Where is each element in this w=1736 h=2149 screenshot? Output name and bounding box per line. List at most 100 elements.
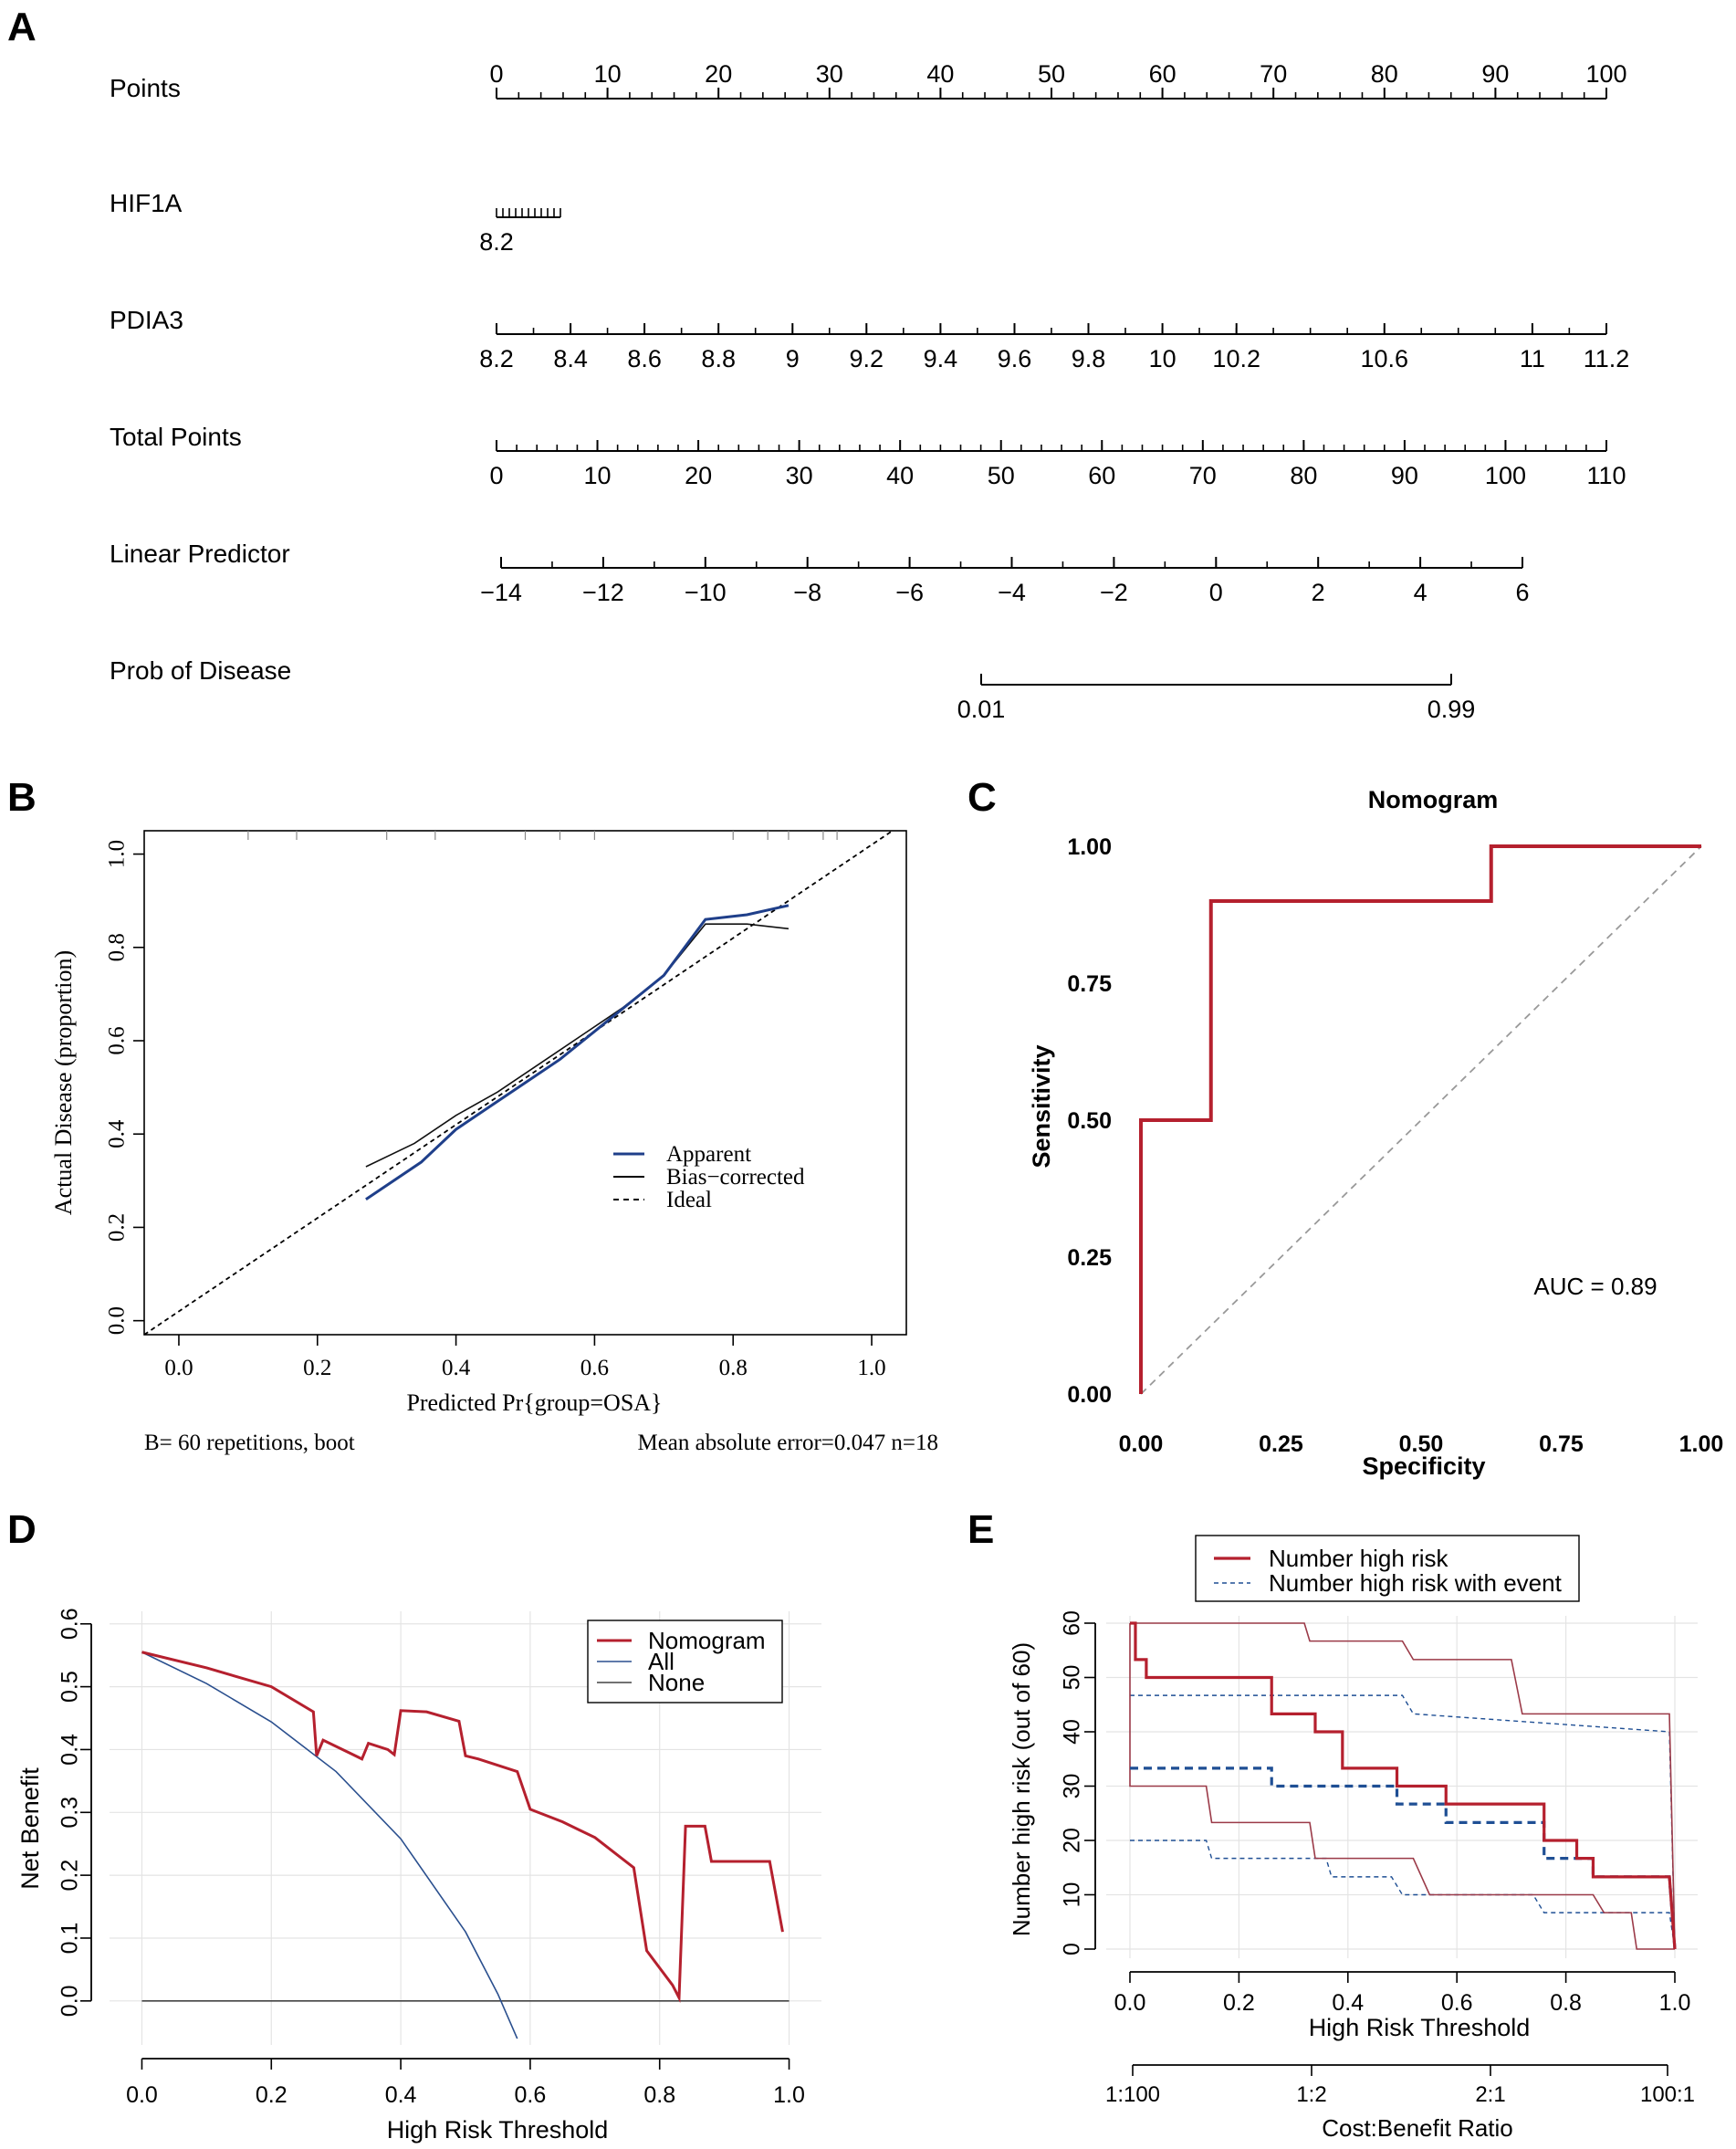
- panel-d-decision-curve: 0.0 0.2 0.4 0.6 0.8 1.0 0.0 0.1 0.2 0.3 0.4 0.5 0.6 N…: [16, 1608, 821, 2144]
- tick-label-total: 70: [1189, 462, 1217, 489]
- series-lower-with-event: [1130, 1840, 1676, 1950]
- tick-label-total: 100: [1485, 462, 1526, 489]
- x-axis-label: High Risk Threshold: [1309, 2014, 1531, 2041]
- x-tick-label: 0.4: [385, 2082, 417, 2108]
- tick-label-total: 90: [1391, 462, 1418, 489]
- tick-label-total: 50: [988, 462, 1015, 489]
- x-tick-label: 0.00: [1119, 1431, 1164, 1457]
- footnote-right: Mean absolute error=0.047 n=18: [637, 1431, 938, 1455]
- line-bias-corrected: [365, 923, 790, 1168]
- panel-e-clinical-impact: 0.0 0.2 0.4 0.6 0.8 1.0 High Risk Threshold 0 10…: [1008, 1535, 1698, 2142]
- tick-label-points: 90: [1481, 60, 1509, 88]
- x-tick-label: 0.6: [580, 1356, 609, 1380]
- tick-label-pdia3: 9: [786, 345, 800, 372]
- x-tick-label: 0.25: [1259, 1431, 1303, 1457]
- tick-label-hif1a: 8.2: [479, 228, 514, 256]
- y-tick-label: 50: [1060, 1665, 1085, 1691]
- cost-benefit-tick-label: 100:1: [1640, 2082, 1695, 2107]
- nomogram-label-hif1a: HIF1A: [110, 189, 183, 217]
- y-axis-label: Number high risk (out of 60): [1008, 1642, 1035, 1936]
- tick-label-linear: −14: [480, 579, 522, 606]
- tick-label-points: 40: [926, 60, 954, 88]
- x-tick-label: 0.2: [256, 2082, 288, 2108]
- legend-label: Number high risk with event: [1269, 1569, 1563, 1597]
- y-tick-label: 30: [1060, 1774, 1085, 1799]
- tick-label-linear: −10: [685, 579, 727, 606]
- panel-label-b: B: [7, 775, 37, 820]
- panel-label-e: E: [967, 1507, 994, 1552]
- x-tick-label: 0.2: [1223, 1990, 1255, 2016]
- legend-label: Number high risk: [1269, 1545, 1449, 1572]
- y-tick-label: 0.6: [58, 1608, 83, 1640]
- reference-diagonal: [1140, 845, 1702, 1395]
- tick-label-pdia3: 11.2: [1584, 345, 1630, 372]
- x-tick-label: 0.8: [719, 1356, 748, 1380]
- x-axis-label: Predicted Pr{group=OSA}: [406, 1389, 662, 1416]
- y-tick-label: 1.0: [105, 840, 130, 868]
- tick-label-linear: −2: [1100, 579, 1128, 606]
- legend-label: Nomogram: [648, 1627, 766, 1654]
- x-tick-label: 0.50: [1399, 1431, 1444, 1457]
- series-Number-high-risk: [1130, 1621, 1677, 1950]
- tick-label-pdia3: 9.8: [1072, 345, 1106, 372]
- series-upper-high-risk: [1130, 1622, 1676, 1950]
- x-tick-label: 1.0: [1659, 1990, 1691, 2016]
- y-tick-label: 0.25: [1067, 1245, 1112, 1271]
- x-tick-label: 0.0: [1114, 1990, 1146, 2016]
- y-tick-label: 0.5: [58, 1671, 83, 1703]
- x-tick-label: 0.75: [1539, 1431, 1584, 1457]
- nomogram-label-linear: Linear Predictor: [110, 540, 290, 568]
- tick-label-pdia3: 11: [1520, 345, 1545, 372]
- legend-label: Ideal: [666, 1188, 712, 1212]
- series-lower-high-risk: [1129, 1623, 1675, 1950]
- tick-label-total: 20: [685, 462, 712, 489]
- tick-label-linear: −6: [895, 579, 924, 606]
- tick-label-linear: 4: [1414, 579, 1427, 606]
- tick-label-total: 30: [786, 462, 813, 489]
- nomogram-label-prob: Prob of Disease: [110, 656, 291, 685]
- cost-benefit-tick-label: 1:100: [1105, 2082, 1160, 2107]
- y-tick-label: 0.1: [58, 1923, 83, 1955]
- tick-label-points: 0: [489, 60, 503, 88]
- tick-label-total: 80: [1290, 462, 1317, 489]
- y-tick-label: 0.8: [105, 933, 130, 961]
- tick-label-points: 30: [816, 60, 843, 88]
- cost-benefit-tick-label: 2:1: [1475, 2082, 1505, 2107]
- y-tick-label: 0.0: [105, 1306, 130, 1335]
- tick-label-pdia3: 8.4: [553, 345, 588, 372]
- tick-label-total: 10: [584, 462, 612, 489]
- tick-label-points: 70: [1260, 60, 1287, 88]
- x-tick-label: 0.4: [1332, 1990, 1364, 2016]
- line-apparent: [365, 904, 790, 1201]
- cost-benefit-label: Cost:Benefit Ratio: [1322, 2114, 1513, 2142]
- tick-label-pdia3: 8.8: [701, 345, 736, 372]
- chart-title: Nomogram: [1368, 786, 1499, 813]
- tick-label-total: 40: [886, 462, 914, 489]
- y-tick-label: 60: [1060, 1610, 1085, 1636]
- tick-label-total: 0: [489, 462, 503, 489]
- tick-label-pdia3: 10: [1149, 345, 1177, 372]
- legend-box: [1195, 1535, 1580, 1602]
- tick-label-total: 110: [1586, 462, 1626, 489]
- roc-curve: [1139, 844, 1701, 1394]
- tick-label-pdia3: 10.6: [1361, 345, 1409, 372]
- legend-label: Apparent: [666, 1142, 751, 1167]
- y-tick-label: 40: [1060, 1719, 1085, 1745]
- x-tick-label: 1.0: [773, 2082, 805, 2108]
- tick-label-points: 80: [1371, 60, 1398, 88]
- line-nomogram: [141, 1651, 784, 2004]
- legend-label: All: [648, 1648, 675, 1675]
- y-tick-label: 0.6: [105, 1026, 130, 1054]
- y-tick-label: 0.75: [1067, 971, 1112, 997]
- tick-label-points: 100: [1585, 60, 1626, 88]
- tick-label-linear: 6: [1515, 579, 1529, 606]
- x-axis-label: Specificity: [1362, 1452, 1485, 1480]
- nomogram-label-points: Points: [110, 74, 181, 102]
- y-tick-label: 0: [1060, 1943, 1085, 1955]
- tick-label-linear: 2: [1312, 579, 1325, 606]
- x-tick-label: 1.00: [1679, 1431, 1724, 1457]
- panel-c-roc: Nomogram 0.00 0.25 0.50 0.75 1.00 0.00 0.25 0.50…: [1028, 786, 1723, 1480]
- tick-label-total: 60: [1088, 462, 1115, 489]
- tick-label-pdia3: 9.4: [924, 345, 958, 372]
- tick-label-linear: 0: [1209, 579, 1223, 606]
